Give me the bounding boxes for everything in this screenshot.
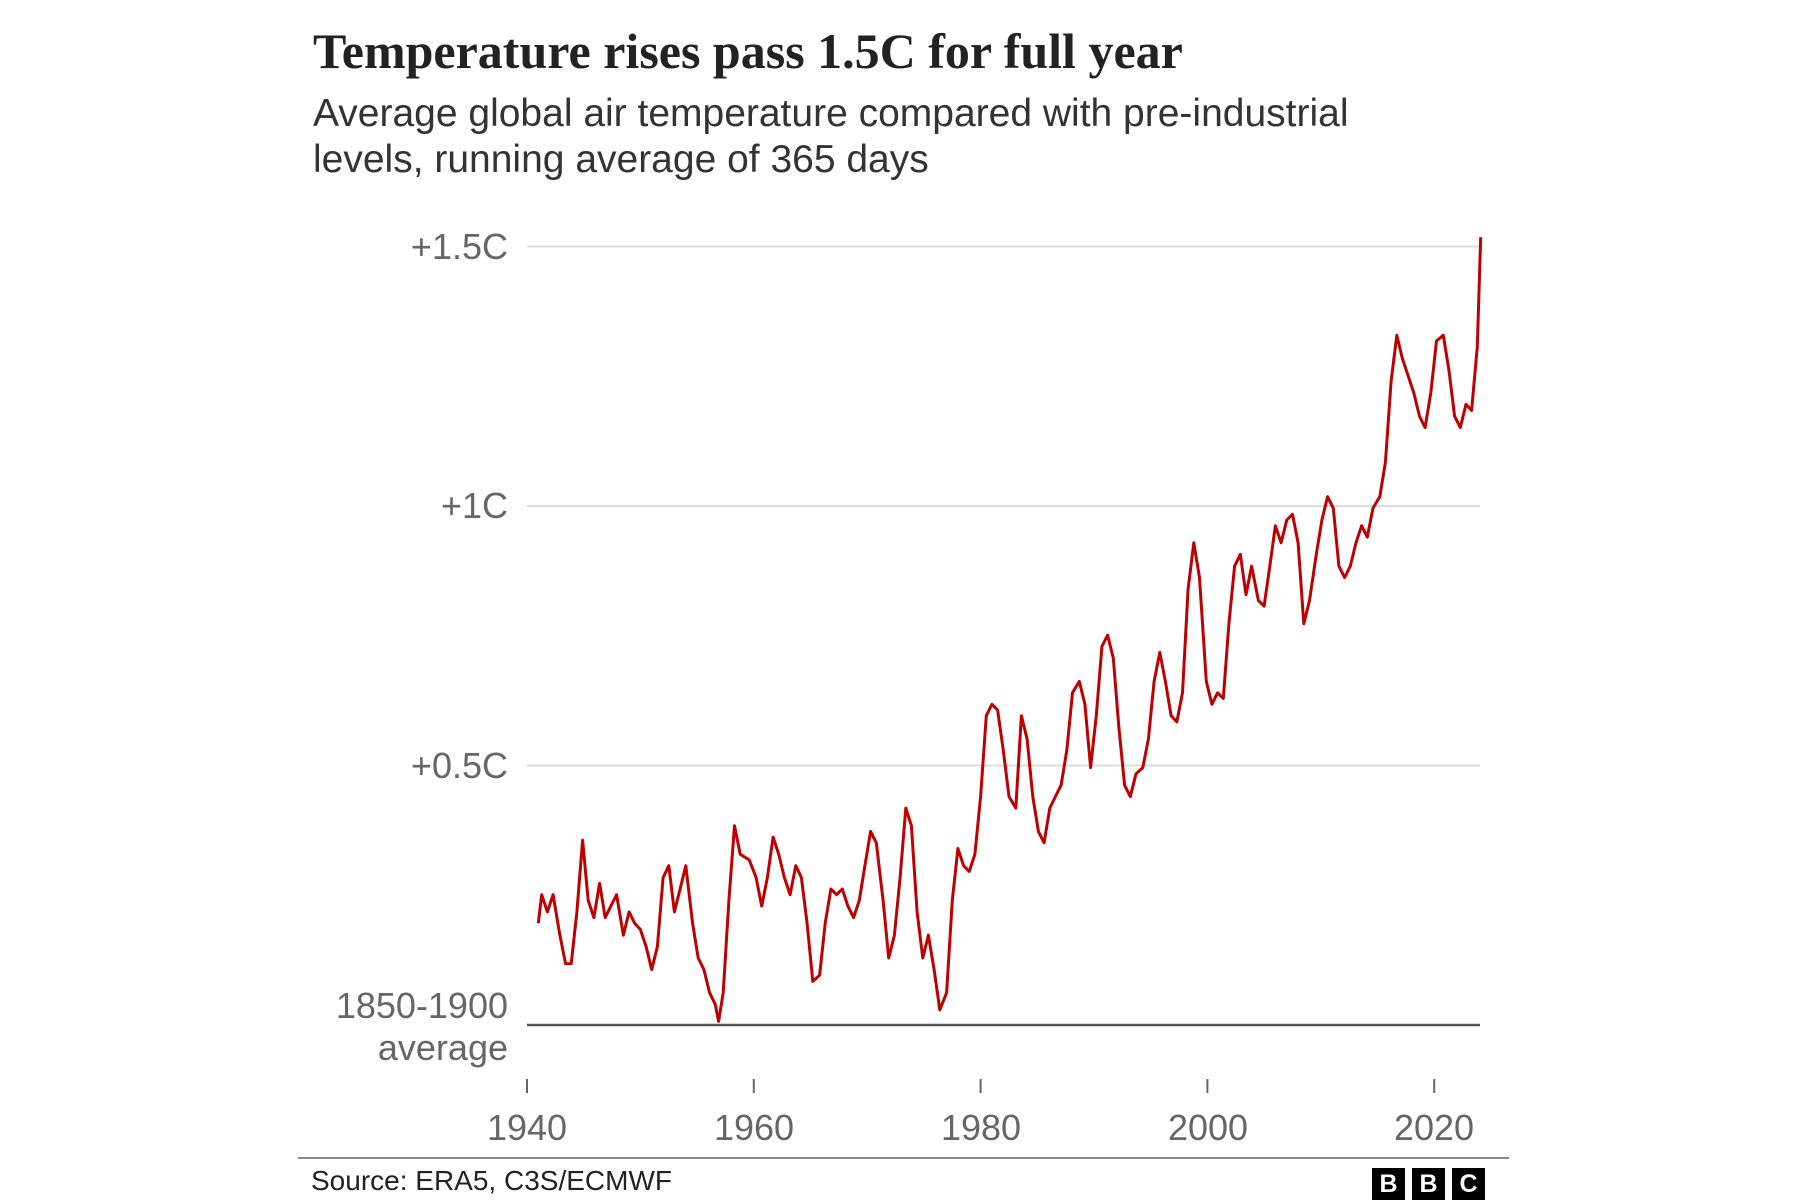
x-tick-label: 2020 xyxy=(1393,1107,1475,1148)
chart-subtitle-line-2: levels, running average of 365 days xyxy=(313,138,929,181)
logo-letter: C xyxy=(1452,1168,1485,1200)
bbc-logo: B B C xyxy=(1372,1168,1485,1200)
y-tick-label: +0.5C xyxy=(410,745,508,786)
logo-letter: B xyxy=(1412,1168,1445,1200)
x-tick-label: 1940 xyxy=(486,1107,568,1148)
x-tick-label: 1960 xyxy=(713,1107,795,1148)
chart-title: Temperature rises pass 1.5C for full yea… xyxy=(313,23,1183,79)
baseline-label-line-1: 1850-1900 xyxy=(335,985,508,1026)
y-tick-label: +1C xyxy=(440,485,508,526)
logo-letter: B xyxy=(1372,1168,1405,1200)
y-tick-label: +1.5C xyxy=(410,226,508,267)
temperature-series-line xyxy=(536,237,1483,1023)
x-tick-label: 1980 xyxy=(940,1107,1022,1148)
x-tick-label: 2000 xyxy=(1167,1107,1249,1148)
baseline-label-line-2: average xyxy=(377,1027,508,1068)
source-note: Source: ERA5, C3S/ECMWF xyxy=(311,1165,672,1196)
chart-subtitle-line-1: Average global air temperature compared … xyxy=(313,92,1349,135)
